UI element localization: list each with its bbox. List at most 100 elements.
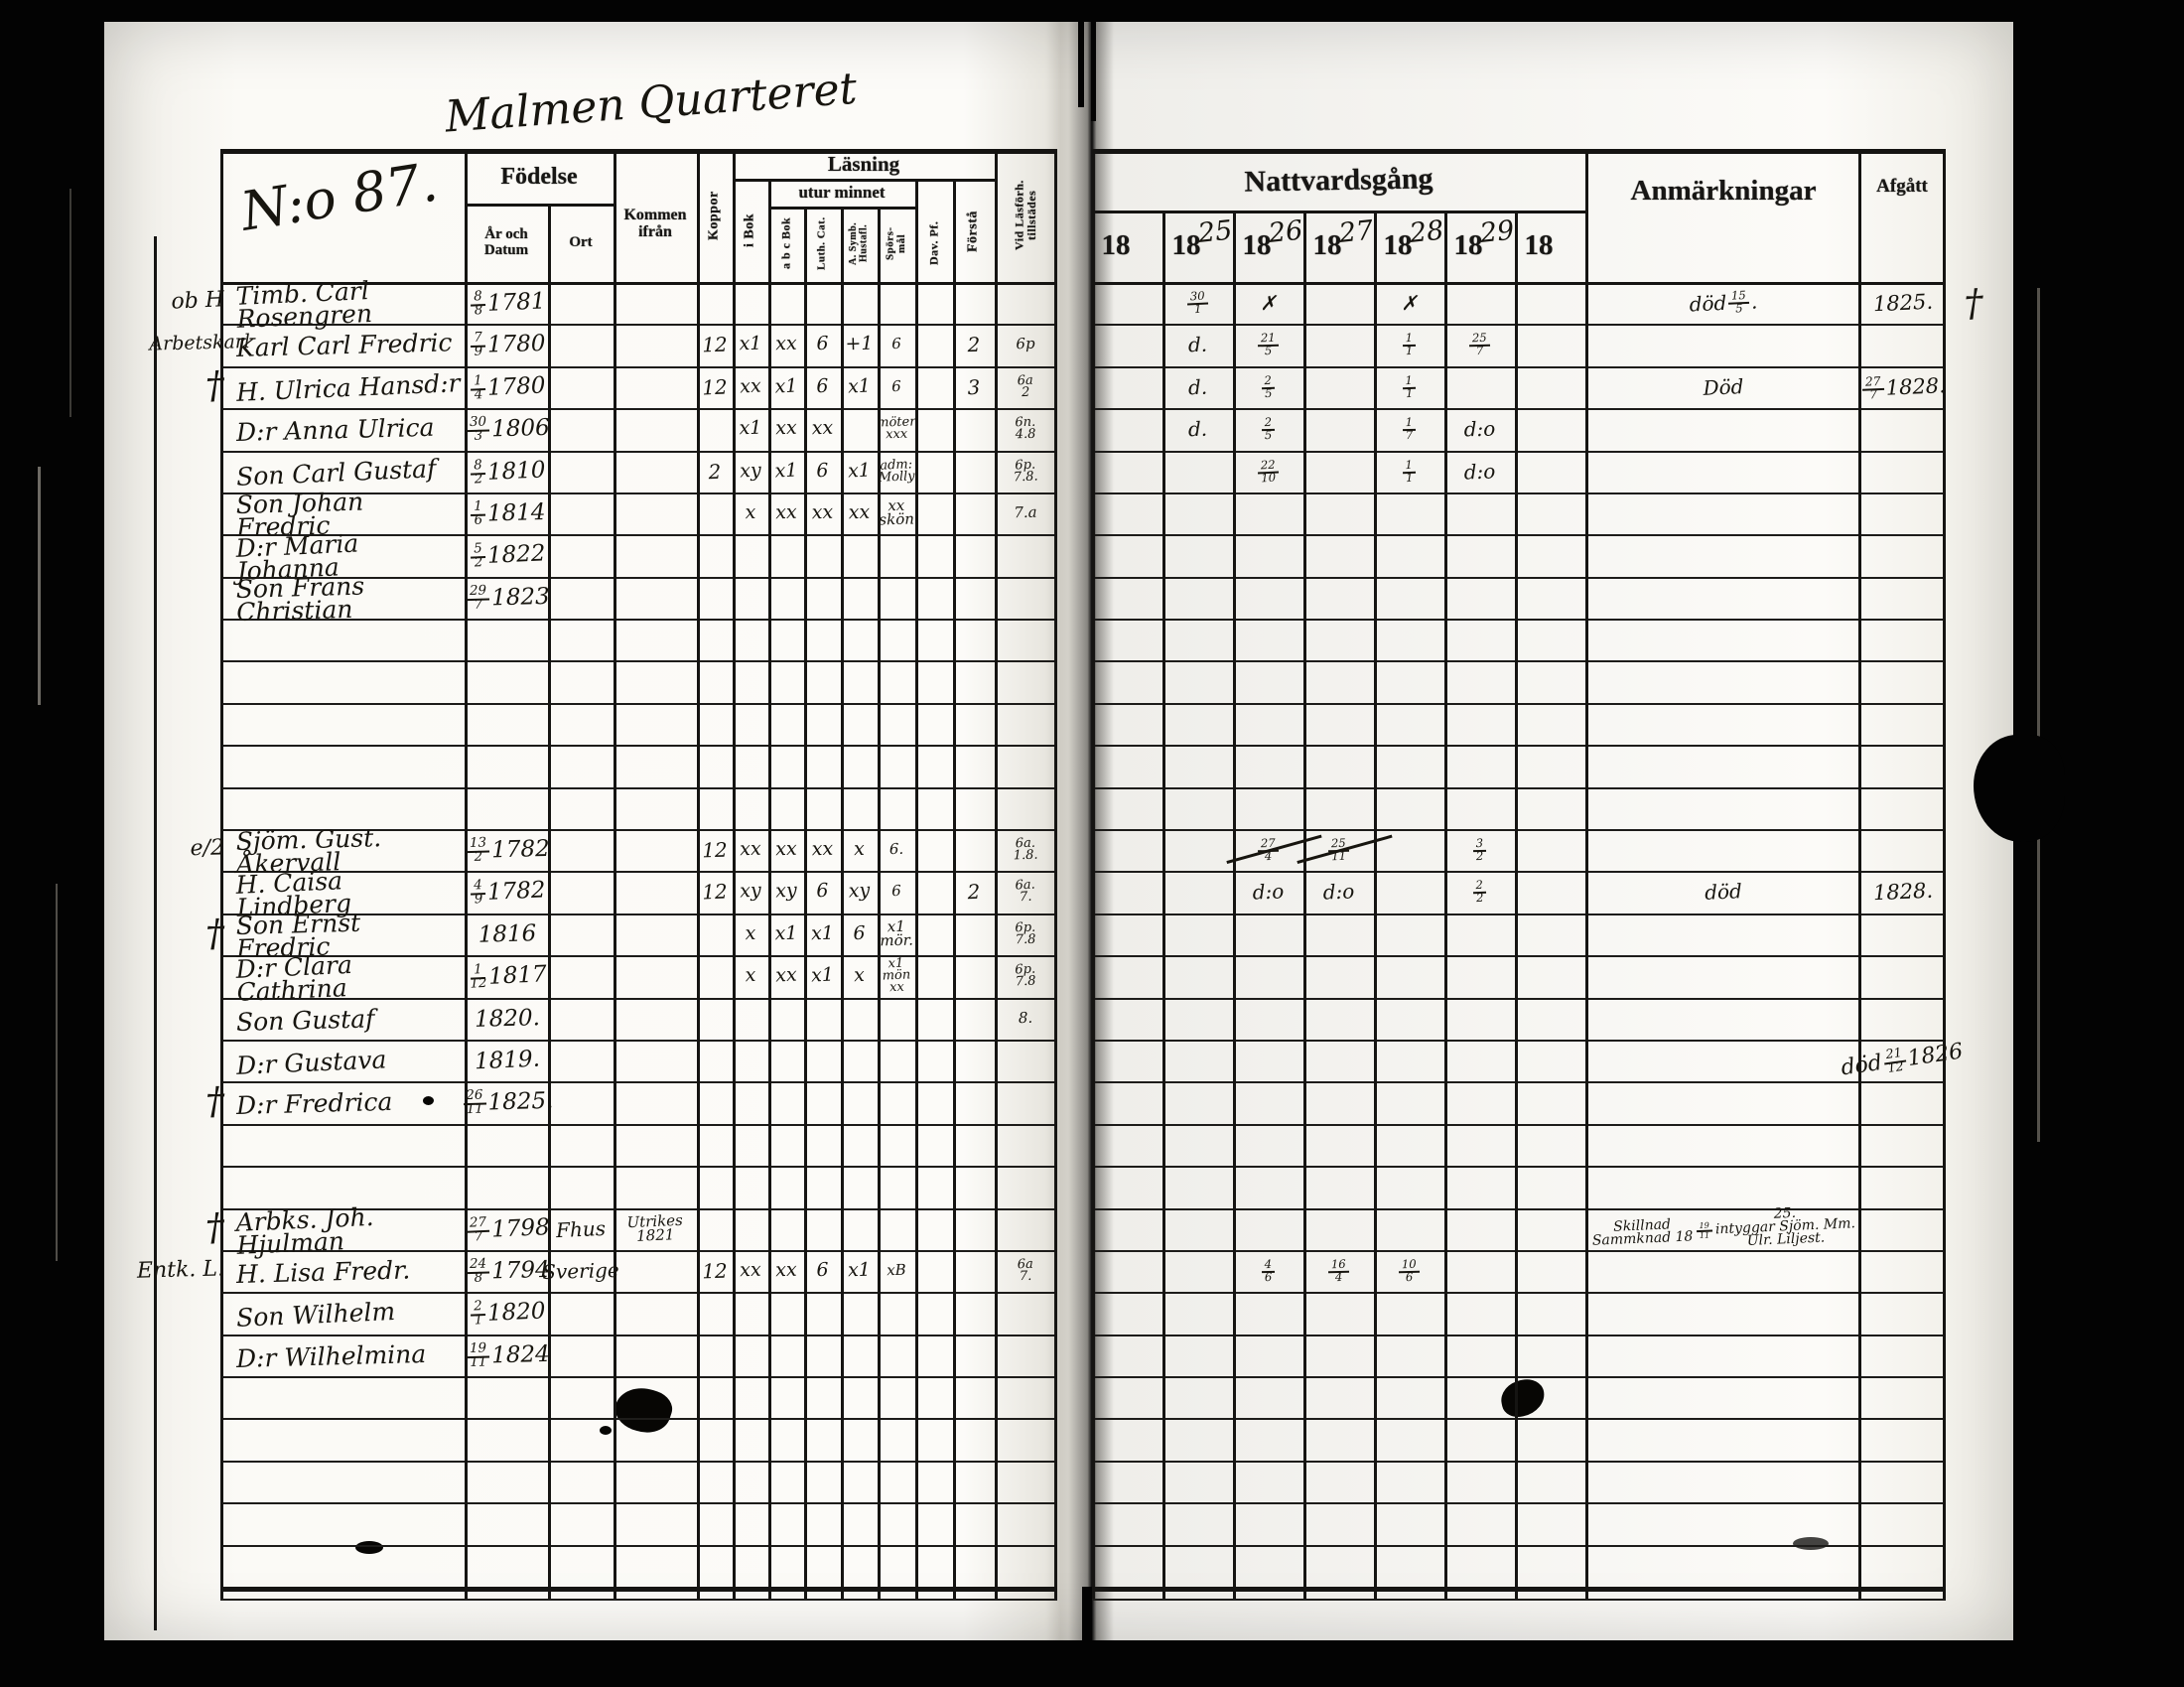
grid-line [733, 149, 736, 1599]
scan-border-bottom [104, 1640, 2013, 1687]
handwritten-departed: 1828. [1872, 878, 1934, 906]
handwritten-reading-mark-forsta: 3 [967, 374, 981, 400]
handwritten-reading-mark-luth: xx [811, 417, 834, 440]
grid-line [1162, 211, 1165, 1599]
handwritten-communion-date: d:o [1322, 879, 1355, 906]
grid-line [1092, 619, 1946, 621]
grid-line [1092, 829, 1946, 831]
handwritten-communion-date: ✗ [1400, 290, 1419, 316]
handwritten-reading-mark-luth: 6 [815, 880, 829, 904]
grid-line [220, 1502, 1057, 1504]
scan-border-top [104, 0, 2013, 22]
scan-streak [38, 467, 41, 705]
handwritten-communion-date: d. [1187, 374, 1208, 400]
year-handwritten: 25 [1196, 214, 1234, 250]
grid-line [1092, 366, 1946, 368]
handwritten-reading-mark-vid: 6n. 4.8 [1015, 415, 1036, 443]
header-abc-bok: a b c Bok [778, 216, 793, 270]
handwritten-reading-mark-abc: xx [774, 964, 798, 988]
grid-line [1092, 1250, 1946, 1252]
handwritten-margin-note: † [205, 1078, 225, 1123]
handwritten-reading-mark-vid: 6a. 1.8. [1013, 836, 1038, 864]
thumb-notch [1974, 735, 2065, 842]
grid-line [1092, 871, 1946, 873]
grid-line [220, 366, 1057, 368]
grid-line [1374, 211, 1377, 1599]
header-afgatt: Afgått [1876, 176, 1928, 198]
handwritten-reading-mark-luth: x1 [810, 964, 835, 988]
handwritten-reading-mark-spors: 6 [890, 882, 902, 901]
ink-blot [600, 1426, 612, 1435]
scan-streak [56, 884, 58, 1261]
handwritten-communion-date: 30 1 [1161, 280, 1234, 325]
grid-line [1092, 745, 1946, 747]
header-nattvardsgang: Nattvardsgång [1244, 162, 1433, 199]
handwritten-reading-mark-spors: 6 [890, 376, 902, 396]
grid-line [1092, 1040, 1946, 1042]
header-fodelse: Födelse [500, 164, 578, 191]
grid-line [768, 179, 771, 1599]
grid-line [1092, 955, 1946, 957]
grid-line [1092, 1124, 1946, 1126]
grid-line [220, 1545, 1057, 1547]
handwritten-reading-mark-asym: x [853, 838, 866, 861]
header-vid-lasforhor: Vid Läsförh. tillstädes [1012, 180, 1038, 251]
handwritten-reading-mark-spors: xx skön [879, 496, 915, 529]
handwritten-margin-note: e/2 [190, 835, 225, 862]
handwritten-birth-place: Fhus [555, 1215, 607, 1242]
grid-line [465, 149, 468, 1599]
handwritten-reading-mark-forsta: 2 [967, 333, 981, 357]
grid-line [1303, 211, 1306, 1599]
handwritten-reading-mark-abc: x1 [774, 921, 798, 945]
year-printed: 18 [1171, 228, 1201, 261]
ink-smudge [1793, 1537, 1829, 1550]
grid-line [220, 1208, 1057, 1210]
handwritten-reading-mark-i_bok: xy [739, 880, 762, 904]
handwritten-birth-date: 1819. [474, 1046, 541, 1074]
handwritten-margin-note: † [204, 1203, 225, 1249]
year-handwritten: 29 [1478, 214, 1516, 250]
handwritten-reading-mark-abc: x1 [774, 459, 798, 483]
scan-streak [69, 189, 71, 417]
year-handwritten: 28 [1408, 214, 1445, 250]
handwritten-reading-mark-i_bok: xy [739, 459, 762, 483]
handwritten-communion-date: d. [1187, 416, 1208, 442]
handwritten-margin-note: † [205, 910, 225, 955]
year-printed: 18 [1453, 228, 1483, 261]
scan-border-right [2013, 0, 2184, 1687]
handwritten-reading-mark-luth: x1 [810, 921, 835, 945]
year-handwritten: 26 [1267, 214, 1304, 250]
grid-line [465, 204, 614, 207]
handwritten-birth-place: Sverige [541, 1257, 620, 1284]
handwritten-reading-mark-asym: 6 [853, 922, 866, 945]
header-utur-minnet: utur minnet [798, 183, 886, 203]
handwritten-person-name: D:r Fredrica [235, 1086, 393, 1120]
grid-line [1092, 1461, 1946, 1463]
grid-line [1092, 787, 1946, 789]
handwritten-reading-mark-i_bok: xx [739, 374, 762, 398]
grid-line [1092, 282, 1946, 285]
grid-line [1092, 1599, 1946, 1601]
year-handwritten: 27 [1337, 214, 1375, 250]
handwritten-reading-mark-luth: xx [811, 501, 834, 524]
scan-border-left [0, 0, 104, 1687]
handwritten-reading-mark-spors: adm: Molly [878, 457, 915, 486]
handwritten-communion-date: 25 7 [1443, 323, 1515, 366]
handwritten-reading-mark-luth: 6 [816, 1259, 829, 1282]
handwritten-reading-mark-vid: 7.a [1014, 502, 1037, 522]
year-printed: 18 [1383, 228, 1413, 261]
grid-line [220, 787, 1057, 789]
grid-line [1092, 408, 1946, 410]
handwritten-reading-mark-vid: 6p. 7.8 [1015, 919, 1036, 948]
grid-line [220, 829, 1057, 831]
handwritten-birth-date: 1 12 1817 [470, 961, 548, 992]
handwritten-reading-mark-koppor: 12 [701, 1258, 729, 1284]
grid-line [995, 149, 998, 1599]
